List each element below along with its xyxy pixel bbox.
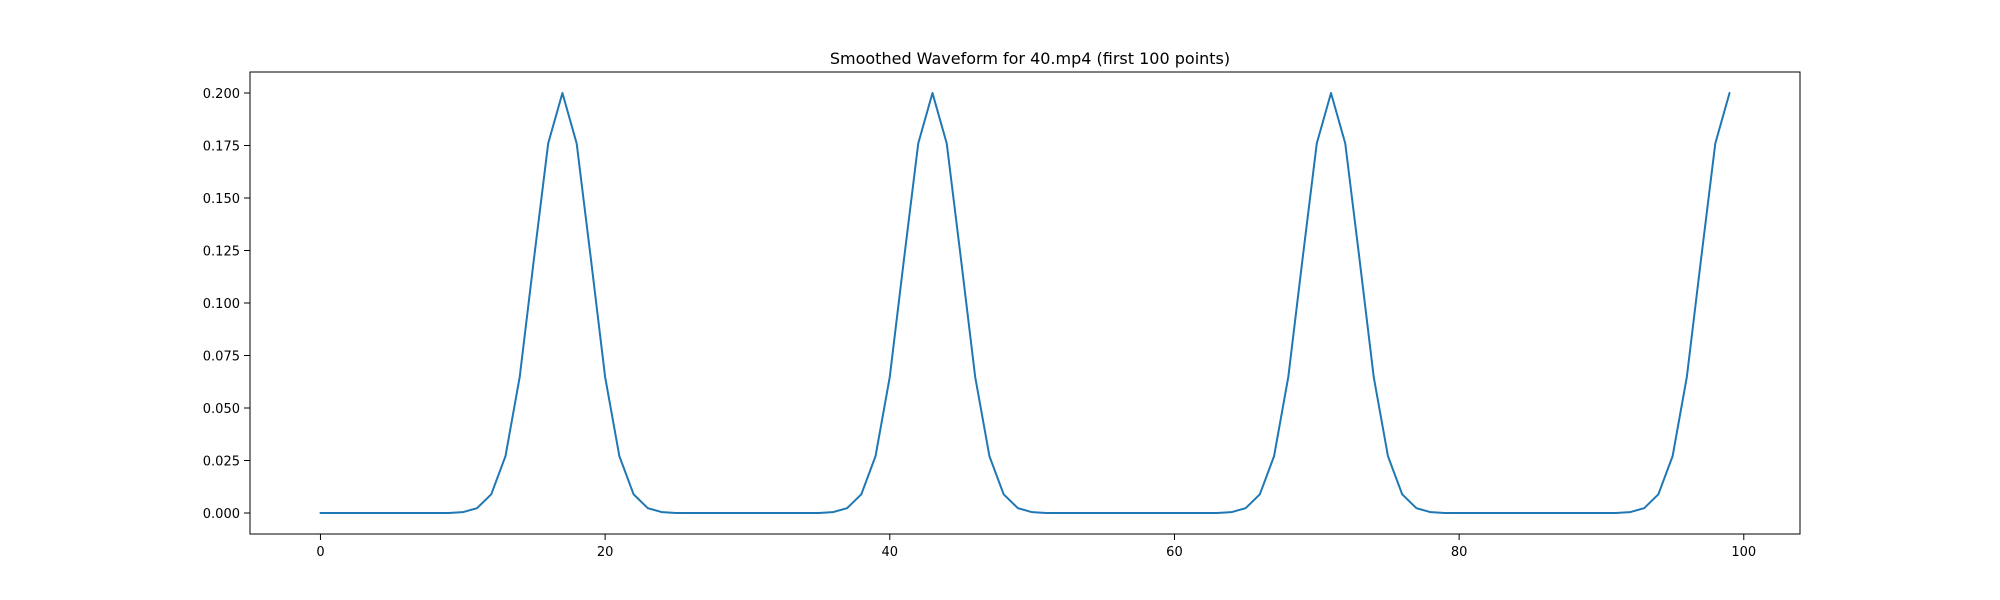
- y-tick-label: 0.150: [203, 192, 240, 207]
- y-axis: 0.000 0.025 0.050 0.075 0.100 0.125 0.150 0.175…: [203, 87, 250, 522]
- x-tick-label: 80: [1451, 545, 1468, 560]
- y-tick-label: 0.200: [203, 87, 240, 102]
- chart-title: Smoothed Waveform for 40.mp4 (first 100 …: [830, 49, 1230, 68]
- y-tick-label: 0.125: [203, 245, 240, 260]
- y-tick-label: 0.000: [203, 507, 240, 522]
- x-tick-label: 60: [1166, 545, 1183, 560]
- series-line-0: [319, 92, 1731, 514]
- x-tick-label: 20: [597, 545, 614, 560]
- plot-background: [250, 72, 1800, 534]
- x-tick-label: 40: [882, 545, 899, 560]
- x-tick-label: 0: [316, 545, 324, 560]
- series-layer: [319, 92, 1731, 514]
- y-tick-label: 0.050: [203, 402, 240, 417]
- y-tick-label: 0.025: [203, 455, 240, 470]
- plot-area: [250, 72, 1800, 534]
- y-tick-label: 0.175: [203, 140, 240, 155]
- x-tick-label: 100: [1731, 545, 1756, 560]
- y-tick-label: 0.100: [203, 297, 240, 312]
- x-axis: 0 20 40 60 80 100: [316, 534, 1756, 560]
- y-tick-label: 0.075: [203, 350, 240, 365]
- plot-frame: [249, 71, 1801, 535]
